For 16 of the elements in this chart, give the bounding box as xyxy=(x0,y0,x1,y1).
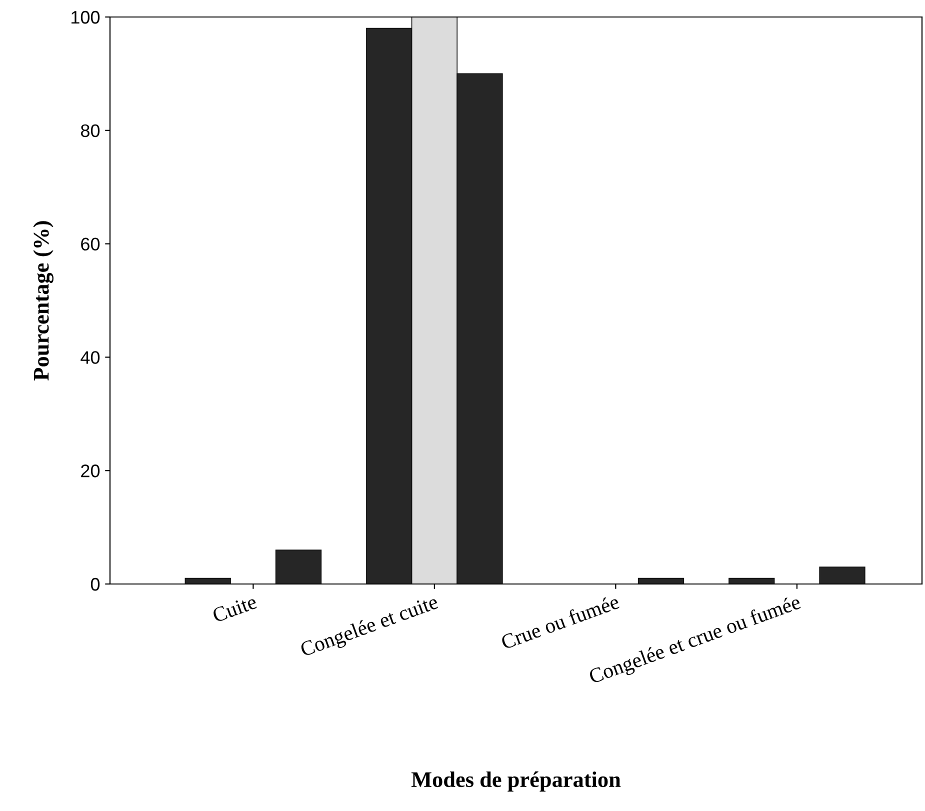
y-tick-label: 100 xyxy=(72,10,100,24)
x-tick-label: Crue ou fumée xyxy=(500,594,620,650)
y-tick-label: 80 xyxy=(80,124,100,138)
bar xyxy=(819,566,866,584)
y-tick-label: 20 xyxy=(81,464,100,478)
x-tick-label: Congelée et cuite xyxy=(299,594,440,661)
y-tick-label: 40 xyxy=(80,351,100,364)
x-tick-label: Cuite xyxy=(212,594,258,623)
y-tick-label: 0 xyxy=(90,578,100,591)
y-tick-label: 60 xyxy=(81,238,100,251)
bar xyxy=(275,550,322,584)
y-axis-title: Pourcentage (%) xyxy=(33,221,54,380)
x-axis-title: Modes de préparation xyxy=(411,771,621,792)
bar xyxy=(728,578,775,584)
bar xyxy=(638,578,684,584)
bar xyxy=(184,578,231,584)
